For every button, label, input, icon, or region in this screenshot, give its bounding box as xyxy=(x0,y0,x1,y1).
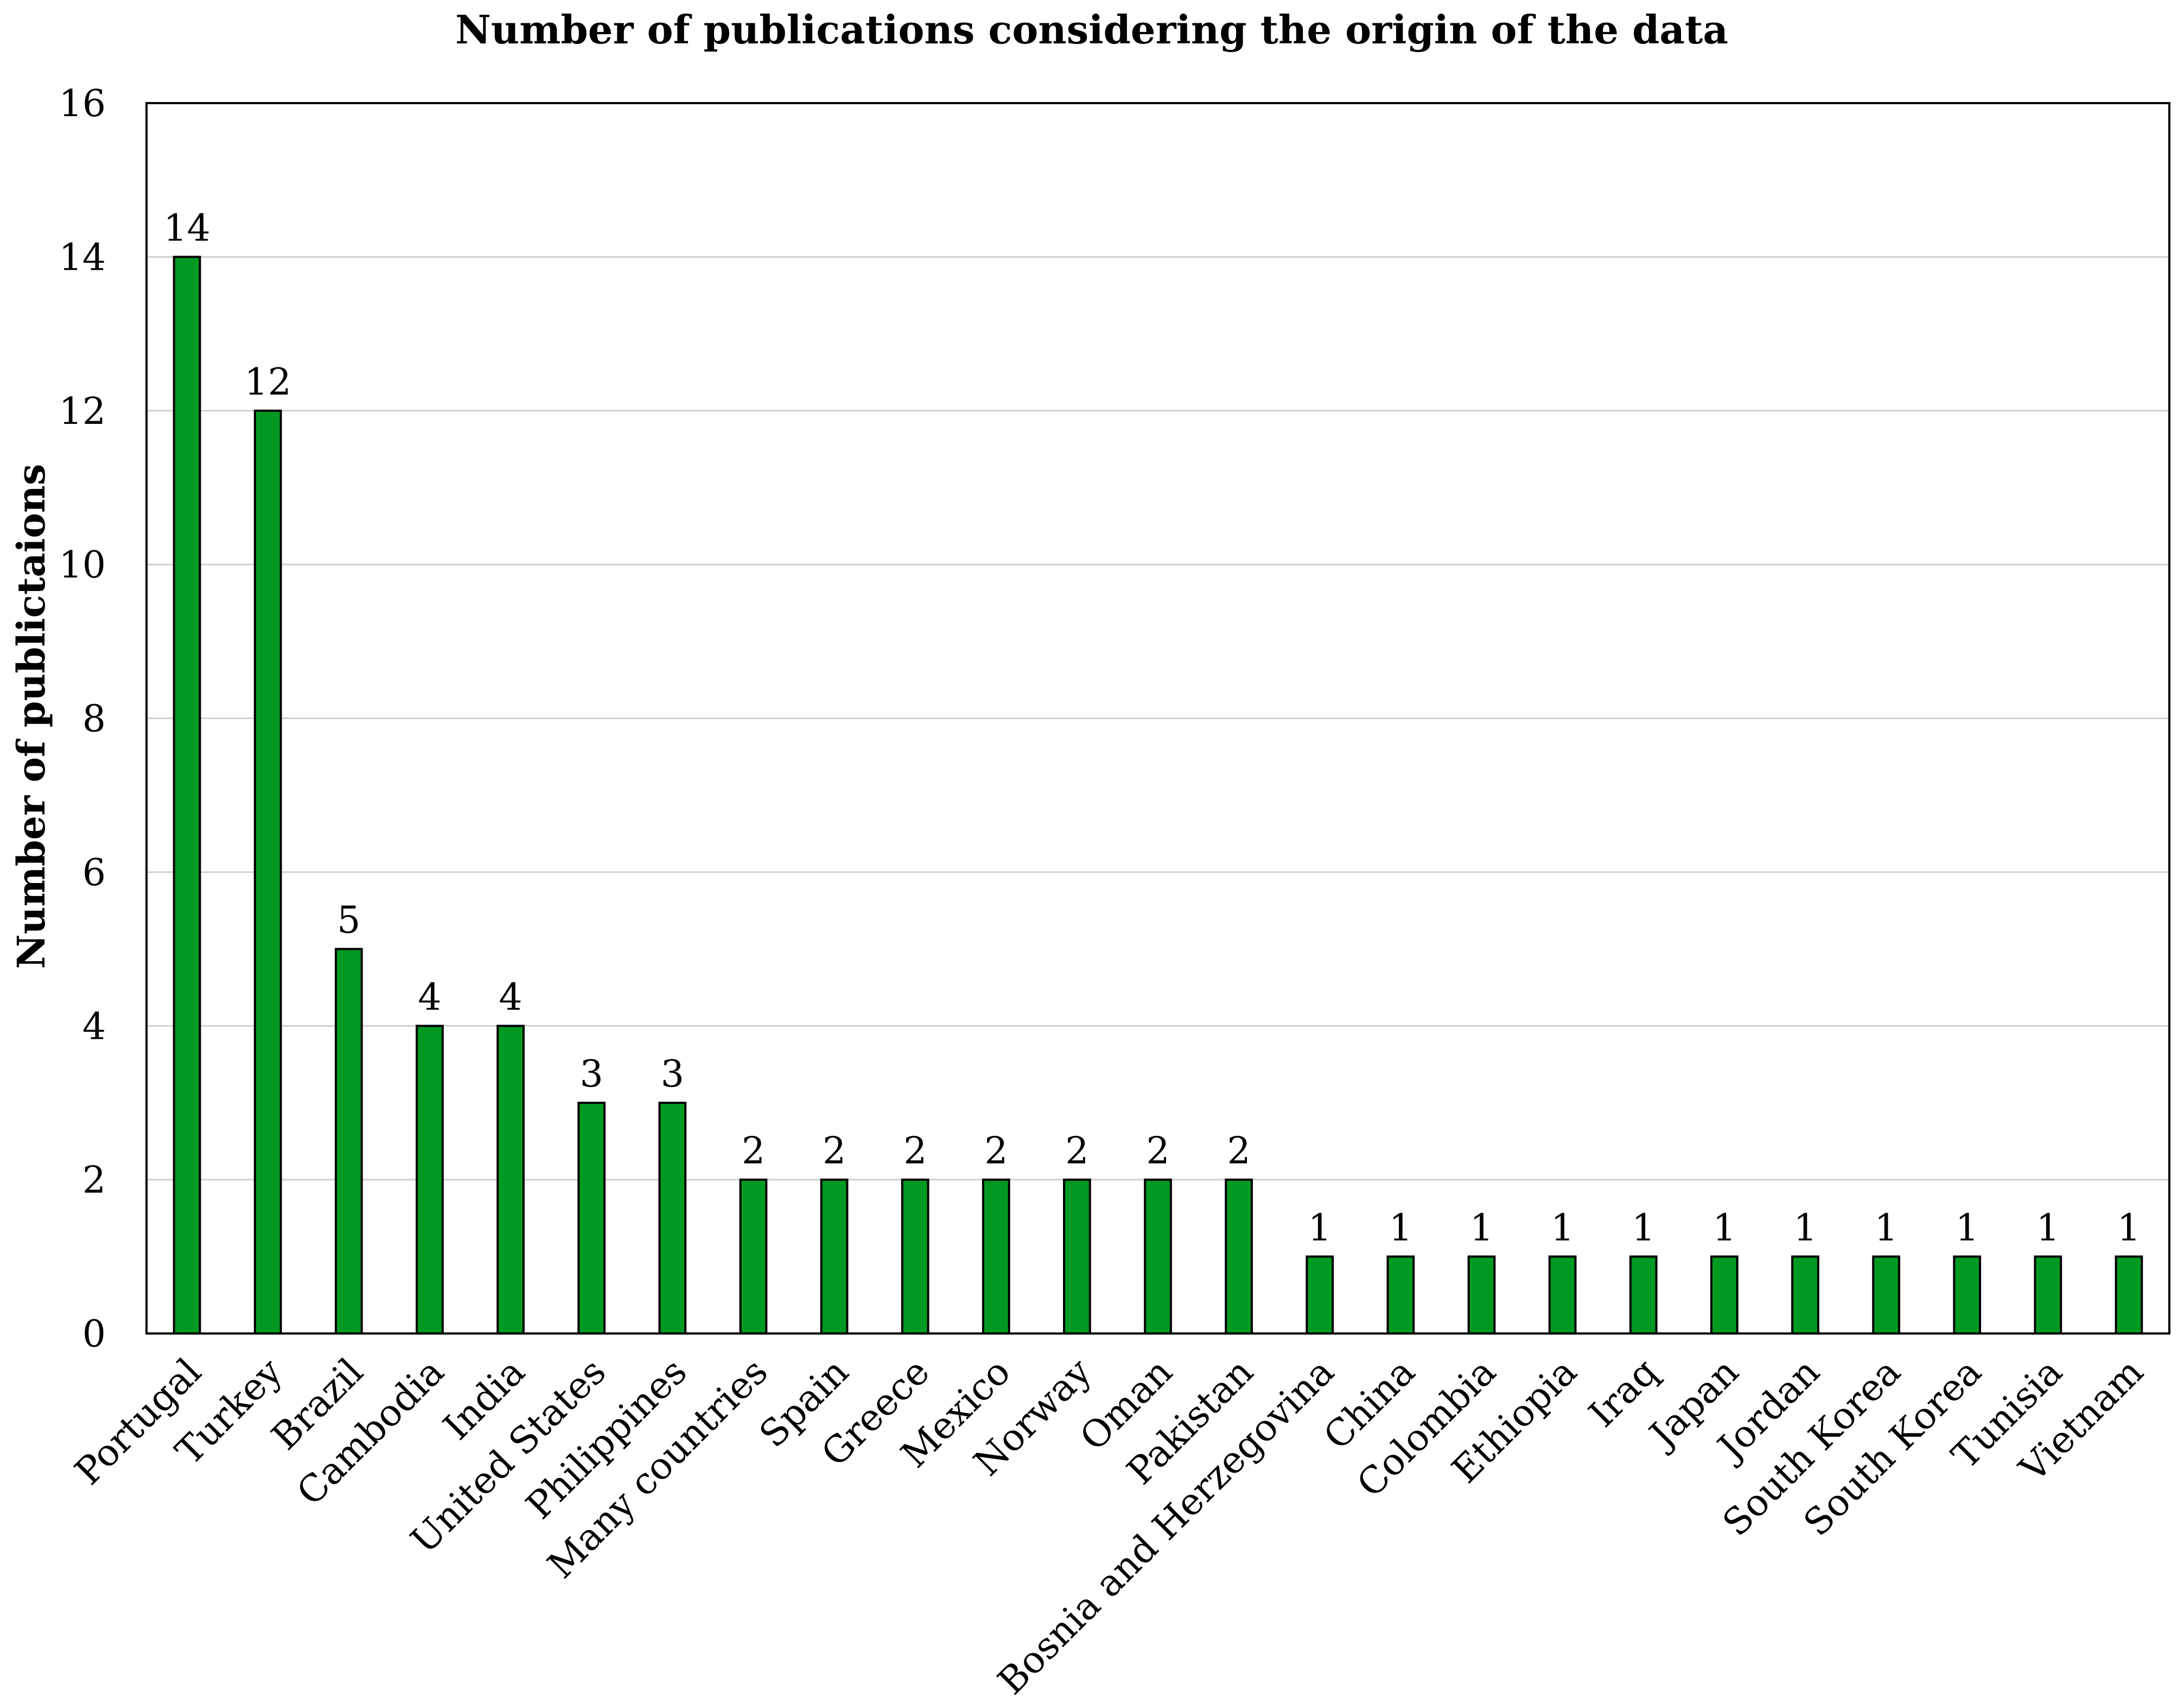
data-label: 3 xyxy=(661,1053,684,1096)
bar xyxy=(496,1025,525,1335)
y-tick-label: 4 xyxy=(82,1005,106,1048)
gridlines xyxy=(147,256,2169,1181)
y-tick-labels: 0 2 4 6 8 10 12 14 16 xyxy=(59,82,106,1356)
bar xyxy=(334,948,363,1335)
bar xyxy=(739,1178,768,1335)
y-axis-label: Number of publictaions xyxy=(9,464,54,969)
bar xyxy=(1791,1255,1819,1335)
bar xyxy=(416,1025,444,1335)
bar xyxy=(1548,1255,1577,1335)
bar xyxy=(2115,1255,2143,1335)
data-label: 1 xyxy=(1551,1206,1574,1249)
data-label: 4 xyxy=(499,976,522,1019)
y-tick-label: 0 xyxy=(82,1313,106,1356)
data-label: 3 xyxy=(580,1053,603,1096)
data-label: 1 xyxy=(1793,1206,1817,1249)
data-label: 14 xyxy=(163,207,211,250)
bar xyxy=(982,1178,1010,1335)
data-label: 2 xyxy=(1146,1130,1169,1173)
bar xyxy=(1872,1255,1900,1335)
data-label: 1 xyxy=(1712,1206,1736,1249)
data-label: 12 xyxy=(244,361,291,404)
bar xyxy=(2034,1255,2062,1335)
data-label: 1 xyxy=(2036,1206,2060,1249)
y-tick-label: 10 xyxy=(59,544,106,587)
bar xyxy=(1467,1255,1496,1335)
bar xyxy=(1386,1255,1415,1335)
bar xyxy=(253,409,282,1335)
plot-area-frame xyxy=(145,102,2170,1335)
data-label: 1 xyxy=(1632,1206,1655,1249)
y-tick-label: 8 xyxy=(82,698,106,741)
data-label: 2 xyxy=(984,1130,1008,1173)
data-label: 1 xyxy=(2117,1206,2141,1249)
y-tick-label: 6 xyxy=(82,852,106,894)
bar xyxy=(1629,1255,1658,1335)
bar xyxy=(1710,1255,1739,1335)
data-label: 1 xyxy=(1874,1206,1898,1249)
y-tick-label: 16 xyxy=(59,82,106,125)
bar xyxy=(1144,1178,1172,1335)
bar xyxy=(820,1178,849,1335)
y-tick-label: 12 xyxy=(59,390,106,433)
bar xyxy=(901,1178,929,1335)
data-label: 2 xyxy=(1065,1130,1088,1173)
bar xyxy=(1225,1178,1253,1335)
data-labels: 14 12 5 4 4 3 3 2 2 2 2 2 2 2 1 1 1 1 1 1 1 1 1 1 1 xyxy=(163,207,2141,1249)
data-label: 2 xyxy=(823,1130,846,1173)
data-label: 1 xyxy=(1308,1206,1332,1249)
chart-title: Number of publications considering the o… xyxy=(455,7,1728,53)
data-label: 2 xyxy=(742,1130,765,1173)
bar xyxy=(658,1101,687,1335)
bar xyxy=(1063,1178,1091,1335)
bar xyxy=(173,256,201,1335)
data-label: 1 xyxy=(1470,1206,1493,1249)
data-label: 1 xyxy=(1956,1206,1979,1249)
y-tick-label: 14 xyxy=(59,236,106,279)
data-label: 4 xyxy=(418,976,441,1019)
data-label: 5 xyxy=(337,899,360,942)
y-tick-label: 2 xyxy=(82,1159,106,1202)
data-label: 2 xyxy=(1227,1130,1250,1173)
bar xyxy=(1306,1255,1334,1335)
x-tick-labels: PortugalTurkeyBrazilCambodiaIndiaUnited … xyxy=(67,1350,2151,1702)
data-label: 2 xyxy=(903,1130,927,1173)
bar xyxy=(1953,1255,1982,1335)
data-label: 1 xyxy=(1389,1206,1412,1249)
bar xyxy=(577,1101,606,1335)
